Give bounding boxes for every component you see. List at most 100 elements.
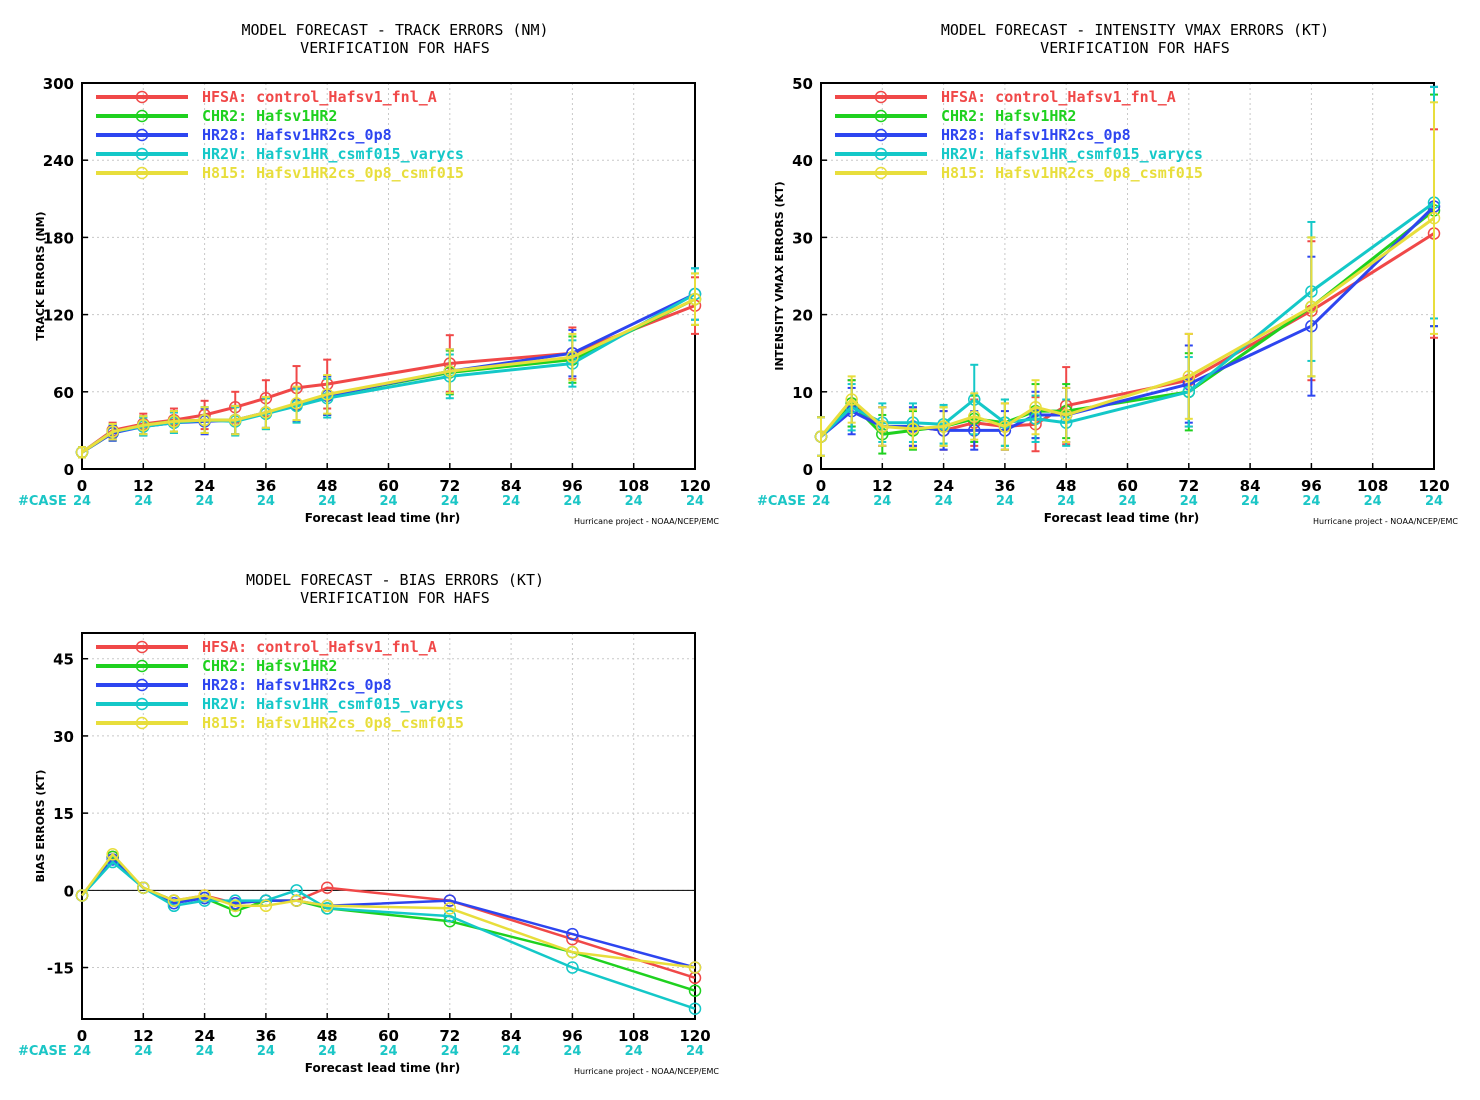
case-count: 24 [1425,494,1443,509]
legend-swatch-marker [874,90,888,104]
x-tick-label: 108 [618,477,649,495]
chart-subtitle: VERIFICATION FOR HAFS [300,589,490,607]
data-point [443,902,457,915]
x-tick-label: 0 [816,477,826,495]
data-point [198,889,211,902]
x-tick-label: 60 [1117,477,1138,495]
series-H815 [75,272,702,459]
legend-label: HR2V: Hafsv1HR_csmf015_varycs [941,145,1203,163]
y-tick-label: 0 [803,461,813,479]
data-point [320,881,334,895]
case-count: 24 [873,494,891,509]
data-point [167,894,181,907]
data-point [75,889,89,902]
case-count: 24 [686,1044,704,1059]
y-tick-label: 15 [53,805,74,823]
legend-swatch-marker [135,128,149,142]
data-point [566,961,579,974]
x-axis-label: Forecast lead time (hr) [305,1061,461,1075]
legend-label: CHR2: Hafsv1HR2 [202,657,337,675]
x-tick-label: 48 [1056,477,1077,495]
case-count: 24 [257,494,275,509]
legend-label: HR28: Hafsv1HR2cs_0p8 [941,126,1131,144]
chart-title: MODEL FORECAST - INTENSITY VMAX ERRORS (… [941,21,1329,39]
data-point [845,393,858,406]
case-count: 24 [812,494,830,509]
case-count: 24 [441,1044,459,1059]
credit-text: Hurricane project - NOAA/NCEP/EMC [574,1067,719,1076]
series-H815 [75,848,702,974]
chart-title: MODEL FORECAST - TRACK ERRORS (NM) [241,21,548,39]
legend-label: H815: Hafsv1HR2cs_0p8_csmf015 [941,164,1203,182]
legend-swatch-marker [135,90,149,104]
case-count: 24 [257,1044,275,1059]
legend-swatch-marker [135,716,149,730]
series-line [819,216,1435,438]
data-point [320,899,334,913]
data-point [443,894,457,907]
x-tick-label: 84 [501,477,522,495]
data-point [443,909,457,923]
y-tick-label: 180 [43,229,74,247]
legend-swatch-marker [874,128,888,142]
y-tick-label: 60 [53,384,74,402]
x-tick-label: 84 [1240,477,1261,495]
y-tick-label: 40 [792,152,813,170]
data-point [259,899,273,913]
y-tick-label: 45 [53,651,74,669]
legend-swatch-marker [135,640,149,654]
data-point [688,292,702,306]
x-tick-label: 108 [618,1027,649,1045]
legend-swatch-marker [135,659,149,673]
x-tick-label: 24 [194,477,215,495]
y-tick-label: 0 [64,882,74,900]
chart-title: MODEL FORECAST - BIAS ERRORS (KT) [246,571,544,589]
data-point [137,881,150,895]
data-point [106,425,119,438]
chart-bias: MODEL FORECAST - BIAS ERRORS (KT)VERIFIC… [18,571,719,1076]
legend-label: HFSA: control_Hafsv1_fnl_A [202,638,437,656]
legend-label: HR28: Hafsv1HR2cs_0p8 [202,126,392,144]
legend-swatch-marker [135,697,149,711]
data-point [566,927,579,941]
data-point [198,413,211,427]
case-count: 24 [502,1044,520,1059]
x-tick-label: 36 [255,1027,276,1045]
credit-text: Hurricane project - NOAA/NCEP/EMC [1313,517,1458,526]
legend-swatch-marker [135,147,149,161]
y-axis-label: TRACK ERRORS (NM) [34,211,47,340]
case-count: 24 [196,494,214,509]
case-count: 24 [134,494,152,509]
case-count: 24 [134,1044,152,1059]
data-point [167,415,181,428]
y-tick-label: 300 [43,75,74,93]
data-point [566,350,579,364]
data-point [688,961,702,974]
x-tick-label: 72 [439,477,460,495]
case-count: 24 [625,494,643,509]
y-tick-label: 240 [43,152,74,170]
x-tick-label: 96 [562,477,583,495]
x-tick-label: 60 [378,477,399,495]
case-count: 24 [1180,494,1198,509]
legend-label: CHR2: Hafsv1HR2 [202,107,337,125]
y-tick-label: 30 [792,229,813,247]
grid [82,633,695,1019]
x-tick-label: 24 [933,477,954,495]
x-tick-label: 0 [77,1027,87,1045]
y-axis-label: BIAS ERRORS (KT) [34,770,47,883]
x-tick-label: 12 [872,477,893,495]
legend-swatch-marker [874,109,888,123]
chart-subtitle: VERIFICATION FOR HAFS [300,39,490,57]
case-label: #CASE [757,494,806,509]
x-axis-label: Forecast lead time (hr) [305,511,461,525]
case-label: #CASE [18,494,67,509]
data-point [566,945,579,959]
series-line [80,853,696,969]
case-count: 24 [318,1044,336,1059]
legend-swatch-marker [135,166,149,180]
y-tick-label: 50 [792,75,813,93]
x-tick-label: 12 [133,1027,154,1045]
